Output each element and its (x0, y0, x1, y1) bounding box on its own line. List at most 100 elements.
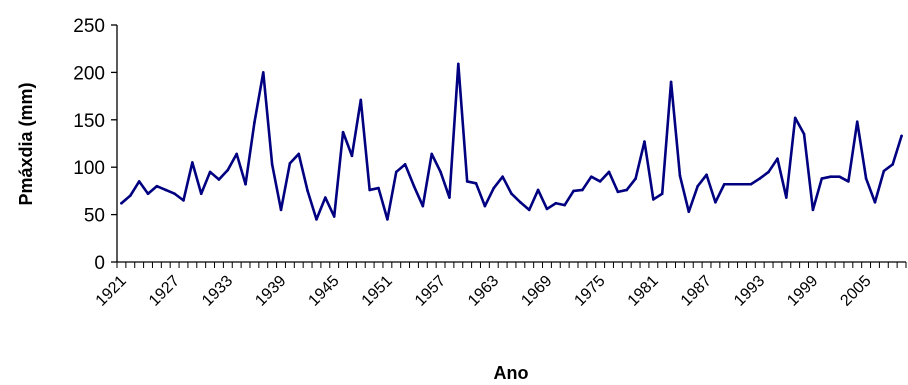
data-point (377, 186, 380, 190)
data-point (847, 180, 850, 183)
data-point (581, 188, 584, 192)
data-point (696, 184, 699, 188)
data-point (536, 188, 540, 192)
data-point (297, 152, 301, 156)
x-tick-label: 2005 (837, 272, 874, 309)
data-point (368, 188, 371, 192)
data-point (120, 201, 123, 205)
data-point (341, 130, 345, 134)
data-point (900, 134, 903, 138)
data-point (527, 208, 531, 212)
data-point (652, 198, 655, 201)
data-point (208, 170, 212, 174)
x-tick-label: 1963 (465, 272, 502, 309)
y-tick-label: 100 (73, 158, 105, 179)
data-point (767, 170, 770, 174)
data-point (137, 180, 141, 183)
data-point (785, 196, 788, 199)
data-point (501, 175, 504, 178)
x-tick-label: 1939 (252, 272, 289, 309)
data-point (643, 140, 646, 143)
data-point (315, 218, 318, 221)
data-point (891, 163, 894, 166)
data-point (164, 188, 168, 192)
data-point (412, 184, 416, 188)
data-point (678, 174, 682, 178)
data-point (749, 182, 753, 186)
data-point (687, 210, 691, 214)
data-point (217, 178, 221, 181)
x-tick-label: 1993 (731, 272, 768, 309)
x-tick-label: 1945 (305, 272, 342, 309)
data-point (545, 207, 549, 211)
data-point (705, 173, 708, 177)
data-point (660, 192, 664, 196)
data-point (625, 188, 629, 192)
data-point (811, 208, 815, 212)
data-point (776, 157, 779, 160)
data-point (279, 208, 283, 212)
data-point (519, 200, 522, 204)
y-axis: 0 50 100 150 200 250 (73, 16, 118, 274)
data-point (465, 180, 469, 183)
data-point (129, 194, 132, 197)
data-point (306, 189, 309, 193)
data-point (669, 80, 673, 84)
data-point (403, 163, 407, 166)
x-axis-title: Ano (494, 363, 529, 383)
data-point (598, 180, 602, 183)
data-point (572, 189, 575, 193)
x-tick-label: 1969 (518, 272, 555, 309)
x-tick-label: 1933 (199, 272, 236, 309)
data-point (492, 186, 496, 190)
data-point (182, 199, 185, 202)
data-point (430, 152, 434, 156)
series-line (120, 62, 903, 221)
x-tick-label: 1951 (359, 272, 396, 309)
data-point (855, 120, 859, 123)
x-tick-label: 1921 (93, 272, 130, 309)
x-tick-label: 1987 (678, 272, 715, 309)
data-point (386, 218, 389, 221)
x-tick-label: 1957 (412, 272, 449, 309)
data-point (802, 132, 806, 136)
data-point (235, 152, 238, 156)
data-point (448, 196, 451, 199)
data-point (332, 215, 336, 218)
data-point (793, 116, 797, 120)
data-point (261, 71, 265, 74)
y-tick-label: 0 (94, 253, 105, 274)
data-point (616, 190, 620, 194)
data-point (155, 184, 159, 188)
data-point (563, 203, 566, 207)
y-tick-label: 150 (73, 111, 105, 132)
data-point (173, 192, 176, 196)
y-tick-label: 250 (73, 16, 105, 37)
data-point (838, 175, 841, 178)
series-group (120, 62, 903, 221)
data-point (439, 170, 442, 174)
data-point (882, 169, 886, 173)
x-tick-label: 1975 (571, 272, 608, 309)
data-point (226, 168, 230, 172)
data-point (740, 182, 744, 186)
data-point (350, 154, 354, 158)
data-point (722, 182, 726, 186)
data-point (829, 175, 832, 178)
data-point (270, 163, 274, 166)
y-axis-title: Pmáxdia (mm) (16, 82, 36, 205)
data-point (820, 177, 824, 180)
x-tick-label: 1927 (146, 272, 183, 309)
data-point (589, 175, 593, 178)
data-point (873, 200, 877, 204)
y-tick-label: 200 (73, 63, 105, 84)
x-tick-label: 1981 (625, 272, 662, 309)
data-point (199, 192, 203, 196)
data-point (483, 204, 487, 208)
data-point (607, 170, 611, 174)
data-point (510, 192, 513, 196)
data-point (474, 182, 478, 185)
data-point (288, 162, 292, 165)
data-point (634, 177, 637, 180)
